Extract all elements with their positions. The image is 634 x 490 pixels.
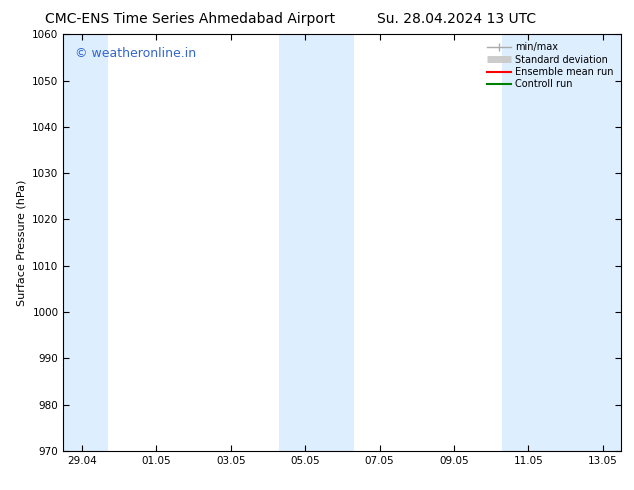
Text: © weatheronline.in: © weatheronline.in	[75, 47, 196, 60]
Legend: min/max, Standard deviation, Ensemble mean run, Controll run: min/max, Standard deviation, Ensemble me…	[484, 39, 616, 92]
Text: Su. 28.04.2024 13 UTC: Su. 28.04.2024 13 UTC	[377, 12, 536, 26]
Y-axis label: Surface Pressure (hPa): Surface Pressure (hPa)	[16, 179, 27, 306]
Bar	[279, 34, 354, 451]
Bar	[502, 34, 621, 451]
Bar	[63, 34, 108, 451]
Text: CMC-ENS Time Series Ahmedabad Airport: CMC-ENS Time Series Ahmedabad Airport	[45, 12, 335, 26]
